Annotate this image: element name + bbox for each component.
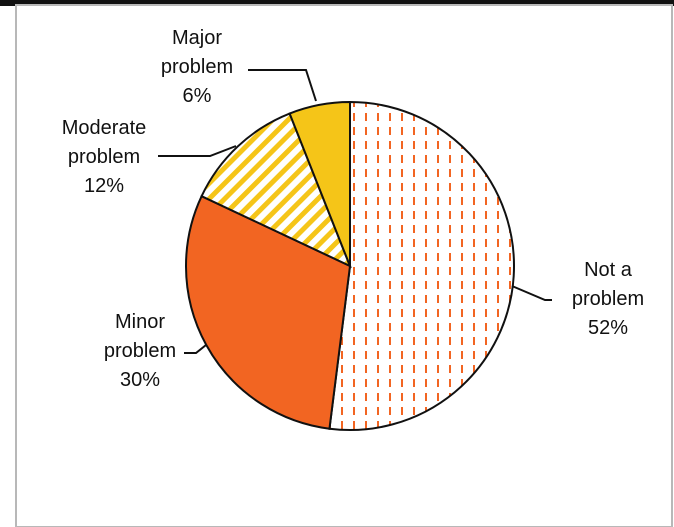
slice-label-line: Minor [115,311,165,333]
slice-label-moderate-problem: Moderate problem 12% [62,117,147,197]
slice-label-line: Moderate [62,117,147,139]
slice-label-line: 12% [84,175,124,197]
slice-not-a-problem [328,100,515,431]
leader-line-minor-problem [184,344,207,354]
plot-area-border [15,4,673,527]
slice-label-line: 6% [183,85,212,107]
leader-line-major-problem [248,69,317,102]
slice-moderate-problem [200,112,352,268]
slice-labels: Not a problem 52% Minor problem 30% Moderate pr… [62,27,644,391]
slice-minor-problem [185,194,352,430]
slice-label-line: 52% [588,317,628,339]
slice-label-line: problem [161,56,233,78]
leader-lines [158,69,552,354]
slice-label-major-problem: Major problem 6% [161,27,233,107]
slice-label-line: problem [104,340,176,362]
slice-label-line: Not a [584,259,633,281]
slice-label-minor-problem: Minor problem 30% [104,311,176,391]
slice-major-problem [288,100,351,267]
slice-label-line: Major [172,27,222,49]
pie-slices [185,100,515,431]
slice-label-line: problem [572,288,644,310]
slice-label-line: 30% [120,369,160,391]
slice-label-not-a-problem: Not a problem 52% [572,259,644,339]
leader-line-moderate-problem [158,145,237,157]
leader-line-not-a-problem [511,285,552,301]
slice-label-line: problem [68,146,140,168]
title-clip-bar [0,0,674,6]
